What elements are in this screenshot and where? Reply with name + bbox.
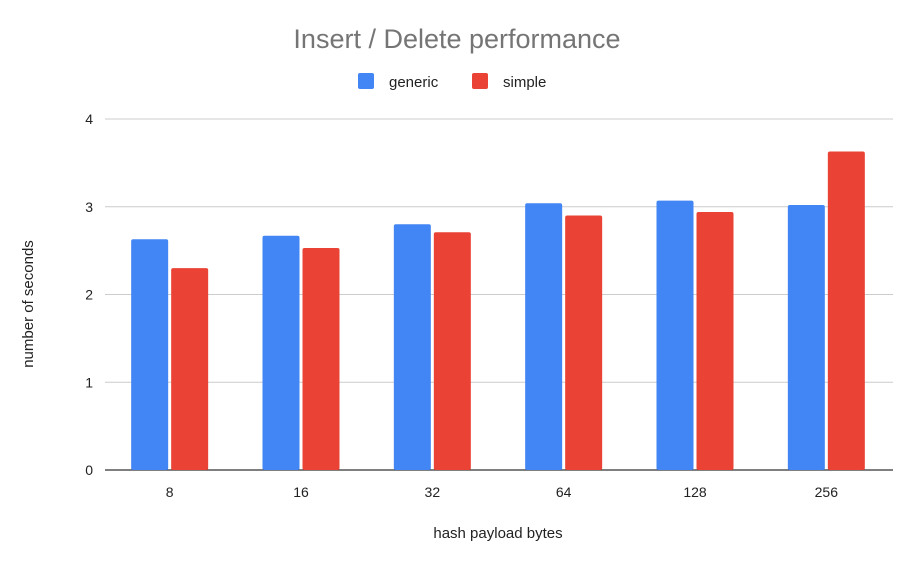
x-tick-label: 16 xyxy=(293,484,309,500)
y-axis-label: number of seconds xyxy=(20,240,37,368)
legend-swatch-generic xyxy=(358,73,374,89)
bar-generic-64 xyxy=(525,203,563,471)
bar-simple-128 xyxy=(696,212,734,470)
x-tick-label: 256 xyxy=(815,484,839,500)
bar-generic-128 xyxy=(656,200,694,471)
chart-title: Insert / Delete performance xyxy=(293,24,620,54)
x-tick-label: 8 xyxy=(166,484,174,500)
x-tick-label: 64 xyxy=(556,484,572,500)
x-axis-label: hash payload bytes xyxy=(433,525,562,542)
gridlines: 0 1 2 3 4 xyxy=(85,111,893,478)
legend-label-generic: generic xyxy=(389,74,439,91)
bar-simple-16 xyxy=(302,247,340,470)
y-tick-label: 0 xyxy=(85,462,93,478)
bars xyxy=(131,151,865,471)
bar-generic-8 xyxy=(131,239,169,470)
bar-generic-32 xyxy=(393,224,431,470)
x-tick-label: 32 xyxy=(425,484,441,500)
legend: generic simple xyxy=(358,73,546,91)
bar-simple-32 xyxy=(433,232,471,470)
bar-simple-8 xyxy=(171,268,209,470)
bar-generic-256 xyxy=(787,204,825,470)
bar-generic-16 xyxy=(262,235,300,470)
bar-simple-256 xyxy=(827,151,865,470)
y-tick-label: 2 xyxy=(85,287,93,303)
x-tick-labels: 8 16 32 64 128 256 xyxy=(166,484,838,500)
y-tick-label: 4 xyxy=(85,111,93,127)
bar-simple-64 xyxy=(565,215,603,470)
legend-label-simple: simple xyxy=(503,74,546,91)
y-tick-label: 3 xyxy=(85,199,93,215)
legend-swatch-simple xyxy=(472,73,488,89)
y-tick-label: 1 xyxy=(85,374,93,390)
x-tick-label: 128 xyxy=(683,484,707,500)
